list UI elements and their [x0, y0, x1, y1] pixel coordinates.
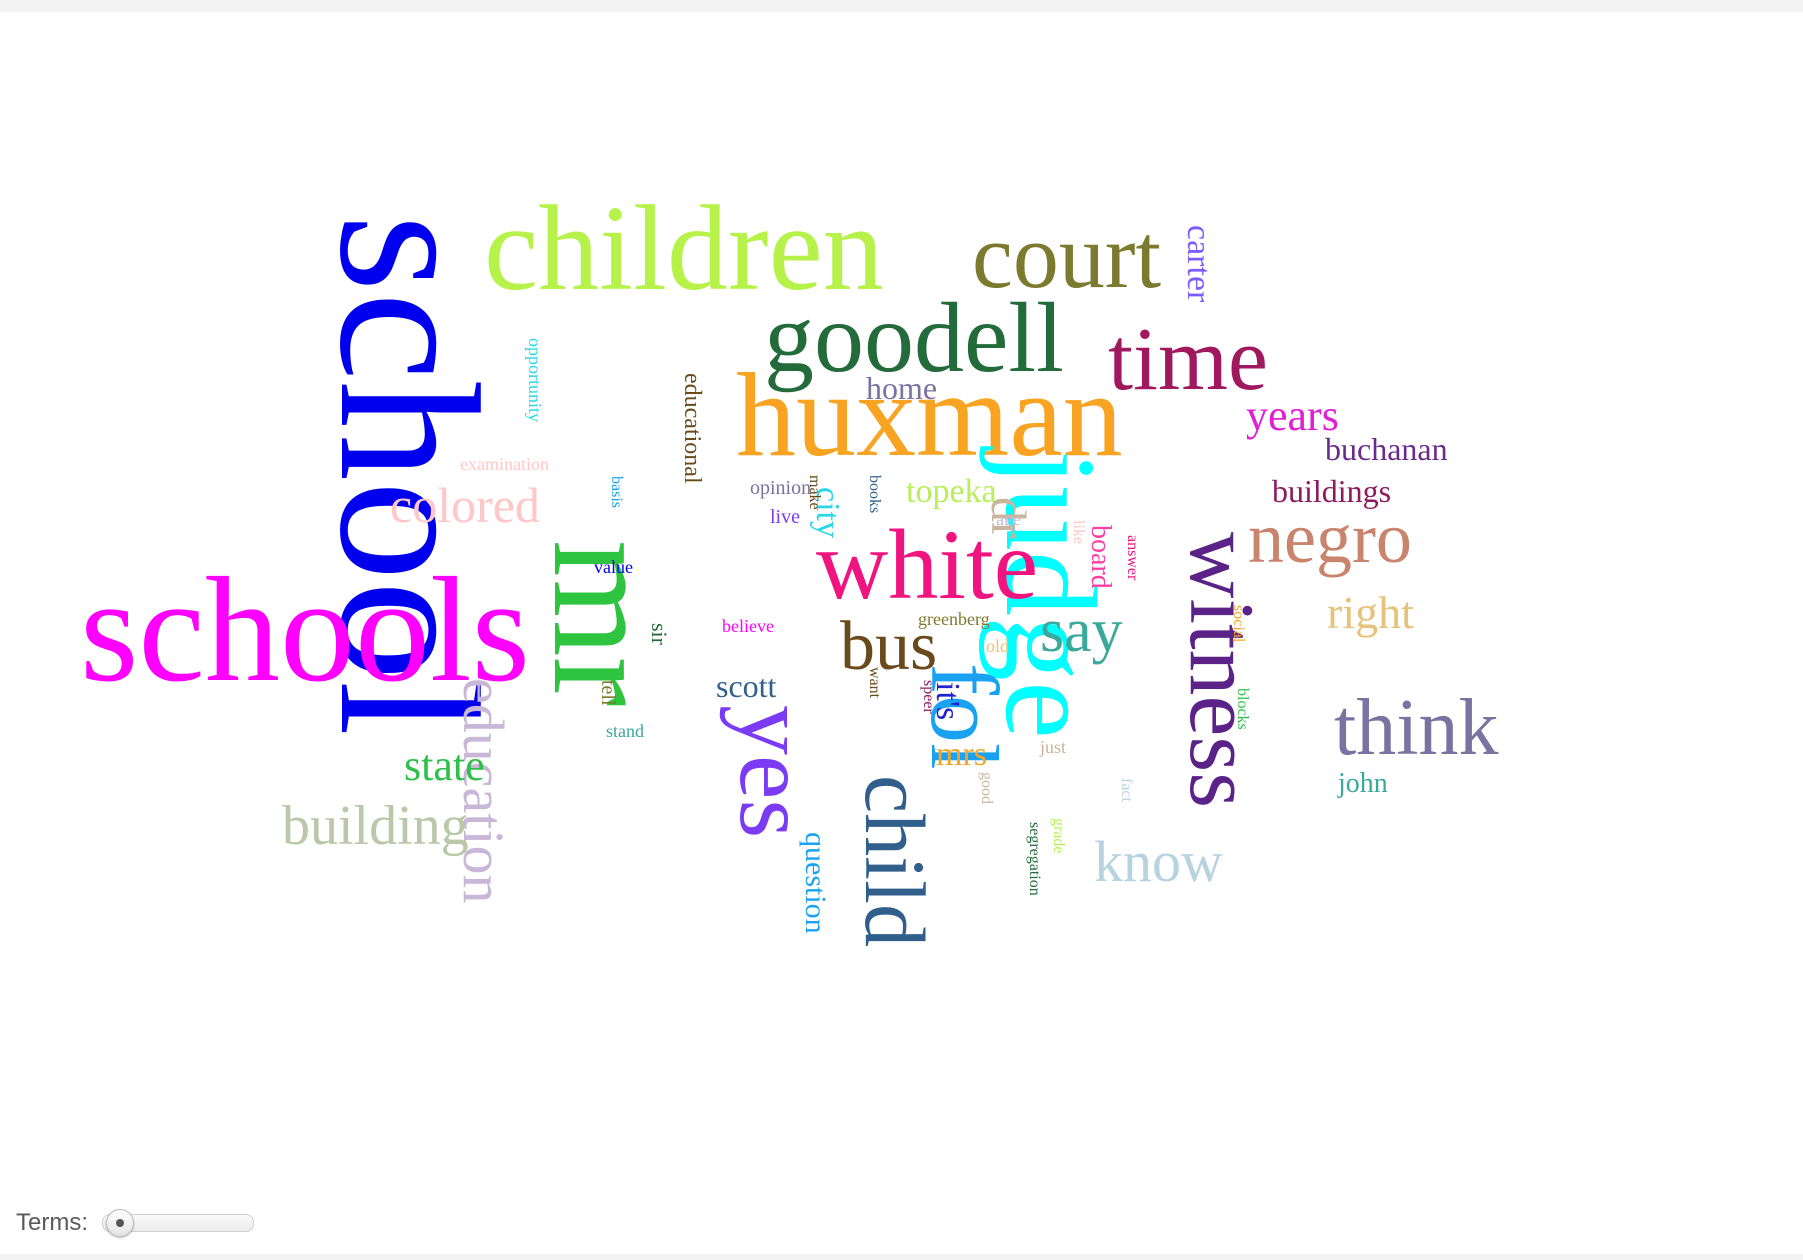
word-bus[interactable]: bus	[840, 608, 938, 685]
word-schools[interactable]: schools	[80, 547, 530, 713]
word-want[interactable]: want	[866, 667, 883, 699]
terms-control: Terms:	[16, 1209, 254, 1237]
word-negro[interactable]: negro	[1248, 498, 1412, 578]
word-believe[interactable]: believe	[722, 616, 774, 636]
word-court[interactable]: court	[972, 205, 1162, 307]
word-speer[interactable]: speer	[920, 680, 937, 714]
word-segregation[interactable]: segregation	[1026, 822, 1043, 896]
word-make[interactable]: make	[806, 475, 823, 510]
word-topeka[interactable]: topeka	[906, 473, 997, 510]
word-age[interactable]: age	[996, 509, 1021, 529]
word-huxman[interactable]: huxman	[736, 348, 1123, 481]
word-question[interactable]: question	[799, 832, 832, 934]
word-books[interactable]: books	[866, 475, 883, 514]
word-say[interactable]: say	[1040, 597, 1123, 665]
word-like[interactable]: like	[1070, 520, 1087, 544]
word-value[interactable]: value	[594, 557, 633, 577]
word-colored[interactable]: colored	[390, 477, 540, 533]
word-state[interactable]: state	[404, 741, 485, 790]
word-blocks[interactable]: blocks	[1234, 688, 1251, 730]
bottom-bar	[0, 1254, 1803, 1260]
word-greenberg[interactable]: greenberg	[918, 609, 990, 629]
word-opportunity[interactable]: opportunity	[525, 338, 545, 422]
word-grade[interactable]: grade	[1050, 818, 1067, 854]
word-sir[interactable]: sir	[647, 623, 672, 645]
word-goodell[interactable]: goodell	[764, 282, 1064, 393]
word-children[interactable]: children	[484, 181, 884, 316]
terms-label: Terms:	[16, 1209, 88, 1236]
word-john[interactable]: john	[1338, 768, 1388, 799]
word-years[interactable]: years	[1246, 391, 1339, 440]
terms-slider-thumb[interactable]	[106, 1209, 134, 1237]
word-scott[interactable]: scott	[716, 668, 777, 704]
word-child[interactable]: child	[847, 775, 943, 947]
terms-slider[interactable]	[102, 1209, 254, 1237]
top-bar	[0, 0, 1803, 12]
word-examination[interactable]: examination	[460, 454, 549, 474]
word-good[interactable]: good	[978, 772, 995, 804]
word-buchanan[interactable]: buchanan	[1325, 431, 1448, 467]
word-white[interactable]: white	[816, 509, 1039, 620]
word-time[interactable]: time	[1108, 310, 1268, 409]
word-educational[interactable]: educational	[679, 373, 705, 484]
word-basis[interactable]: basis	[608, 476, 625, 508]
word-social[interactable]: social	[1230, 605, 1247, 643]
word-board[interactable]: board	[1085, 525, 1116, 589]
word-live[interactable]: live	[770, 506, 800, 528]
word-think[interactable]: think	[1334, 684, 1499, 772]
word-tell[interactable]: tell	[597, 680, 619, 706]
word-yes[interactable]: yes	[719, 705, 830, 839]
word-buildings[interactable]: buildings	[1272, 473, 1392, 509]
word-education[interactable]: education	[451, 678, 516, 904]
word-right[interactable]: right	[1327, 587, 1414, 638]
word-carter[interactable]: carter	[1180, 225, 1217, 303]
word-answer[interactable]: answer	[1124, 535, 1141, 581]
word-just[interactable]: just	[1040, 737, 1067, 757]
word-home[interactable]: home	[866, 370, 938, 406]
word-old[interactable]: old	[986, 636, 1010, 656]
word-know[interactable]: know	[1094, 829, 1223, 894]
word-mrs[interactable]: mrs	[936, 736, 987, 773]
word-fact[interactable]: fact	[1118, 778, 1135, 802]
word-opinion[interactable]: opinion	[750, 477, 812, 499]
word-building[interactable]: building	[282, 795, 469, 857]
word-stand[interactable]: stand	[606, 721, 644, 741]
